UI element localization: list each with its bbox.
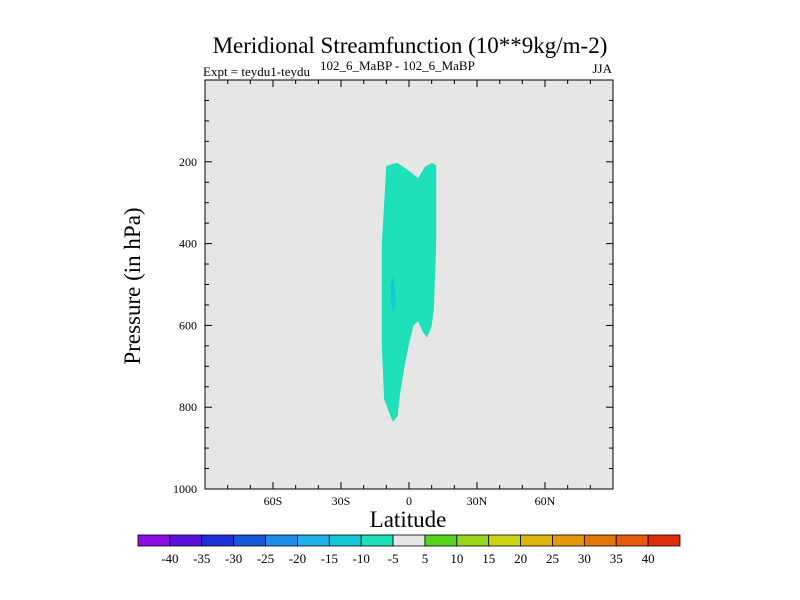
x-tick-label: 60S bbox=[264, 494, 283, 508]
x-tick-label: 30N bbox=[467, 494, 488, 508]
colorbar-box bbox=[233, 534, 266, 547]
colorbar-box bbox=[265, 534, 298, 547]
chart-title: Meridional Streamfunction (10**9kg/m-2) bbox=[213, 33, 608, 58]
colorbar-label: 25 bbox=[546, 551, 559, 566]
colorbar-label: -30 bbox=[225, 551, 242, 566]
y-axis: 200 400 600 800 1000 bbox=[173, 99, 613, 496]
colorbar-box bbox=[424, 534, 458, 547]
colorbar-box bbox=[201, 534, 235, 547]
colorbar-box bbox=[456, 534, 490, 547]
y-axis-label: Pressure (in hPa) bbox=[120, 207, 145, 364]
colorbar-label: 5 bbox=[422, 551, 429, 566]
colorbar-label: -5 bbox=[388, 551, 399, 566]
subtitle-superscript: 102_6_MaBP - 102_6_MaBP bbox=[320, 58, 475, 73]
colorbar-label: -15 bbox=[321, 551, 338, 566]
y-tick-label: 800 bbox=[179, 400, 197, 414]
colorbar-label: 40 bbox=[642, 551, 655, 566]
y-tick-label: 600 bbox=[179, 318, 197, 332]
colorbar-box bbox=[647, 534, 681, 547]
colorbar-label: 15 bbox=[482, 551, 495, 566]
contour-region-1 bbox=[390, 276, 396, 312]
x-axis: 60S 30S 0 30N 60N bbox=[227, 80, 591, 508]
x-tick-label: 60N bbox=[535, 494, 556, 508]
x-tick-label: 0 bbox=[406, 494, 412, 508]
colorbar-box bbox=[297, 534, 330, 547]
colorbar-label: -35 bbox=[193, 551, 210, 566]
colorbar-box bbox=[552, 534, 585, 547]
colorbar-box bbox=[360, 534, 394, 547]
y-tick-label: 400 bbox=[179, 237, 197, 251]
colorbar-label: -20 bbox=[289, 551, 306, 566]
colorbar-label: -10 bbox=[353, 551, 370, 566]
colorbar-label: 30 bbox=[578, 551, 591, 566]
contour-region-0 bbox=[381, 163, 437, 422]
colorbar-box bbox=[583, 534, 617, 547]
colorbar-box bbox=[169, 534, 203, 547]
colorbar-label: 10 bbox=[450, 551, 463, 566]
colorbar-box bbox=[488, 534, 521, 547]
colorbar-box bbox=[520, 534, 553, 547]
y-tick-label: 1000 bbox=[173, 482, 197, 496]
colorbar-box bbox=[392, 534, 426, 547]
colorbar-label: 35 bbox=[610, 551, 623, 566]
y-tick-label: 200 bbox=[179, 155, 197, 169]
colorbar-box bbox=[328, 534, 362, 547]
colorbar-box bbox=[615, 534, 649, 547]
subtitle-left: Expt = teydu1-teydu bbox=[203, 64, 310, 79]
colorbar: -40 -35 -30 -25 -20 -15 -10 -5 5 10 15 20 25 30 35 40 bbox=[137, 534, 681, 566]
subtitle-right: JJA bbox=[592, 61, 612, 76]
contour-regions bbox=[381, 163, 437, 422]
colorbar-box bbox=[137, 534, 171, 547]
x-tick-label: 30S bbox=[332, 494, 351, 508]
colorbar-label: -25 bbox=[257, 551, 274, 566]
colorbar-label: -40 bbox=[161, 551, 178, 566]
x-axis-label: Latitude bbox=[370, 507, 447, 532]
colorbar-label: 20 bbox=[514, 551, 527, 566]
